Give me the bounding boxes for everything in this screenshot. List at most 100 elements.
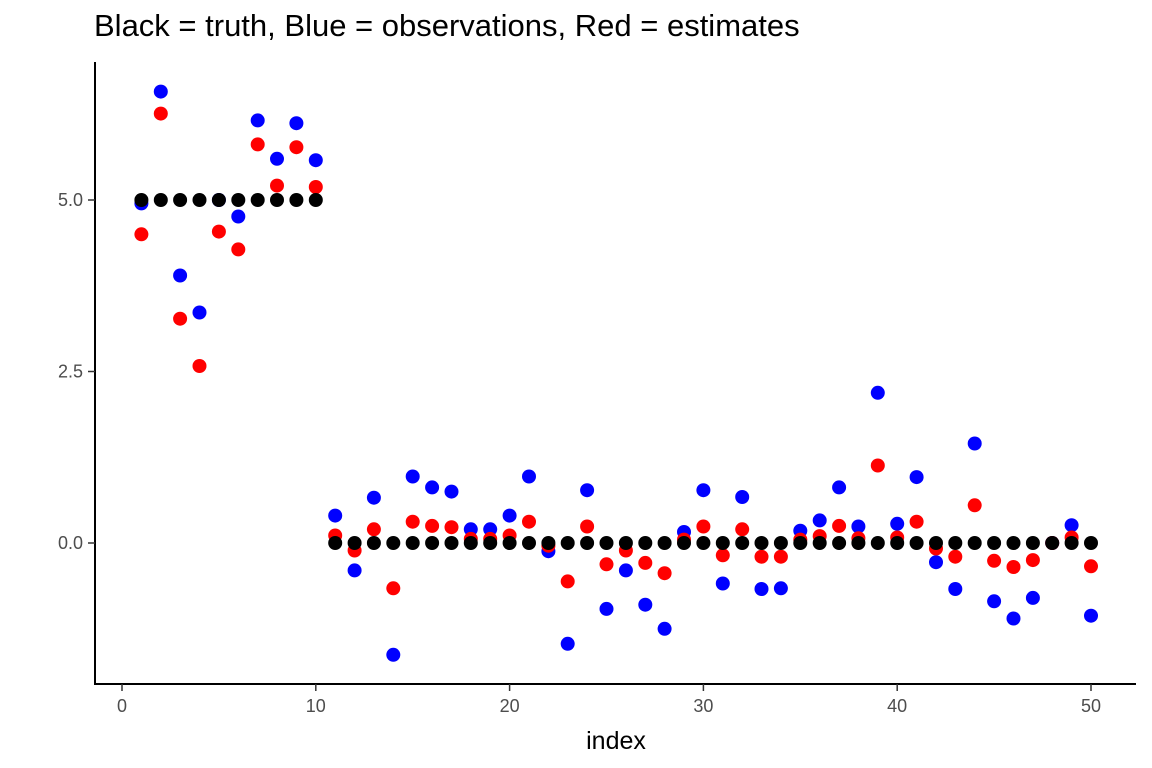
observation-point	[502, 508, 517, 523]
observation-point	[386, 647, 401, 662]
estimate-point	[948, 549, 963, 564]
estimate-point	[405, 514, 420, 529]
estimate-point	[832, 518, 847, 533]
observation-point	[405, 469, 420, 484]
truth-point	[812, 536, 827, 550]
observation-point	[173, 268, 188, 283]
observation-point	[270, 151, 284, 166]
observation-point	[444, 484, 459, 499]
estimate-point	[1006, 560, 1021, 574]
estimate-point	[153, 106, 168, 121]
y-tick-label: 0.0	[58, 533, 83, 553]
observation-point	[192, 305, 207, 320]
observation-point	[948, 582, 963, 596]
estimate-point	[444, 520, 459, 535]
truth-point	[599, 536, 614, 550]
observation-point	[483, 522, 498, 537]
truth-point	[250, 193, 265, 207]
truth-point	[425, 536, 440, 550]
truth-point	[870, 536, 885, 550]
observation-point	[580, 483, 595, 498]
x-ticks: 0 10 20 30 40 50	[117, 684, 1101, 716]
estimate-point	[967, 498, 982, 513]
truth-point	[560, 536, 575, 550]
estimate-point	[173, 311, 188, 326]
truth-point	[308, 193, 323, 207]
observation-series	[134, 84, 1098, 662]
estimate-point	[211, 224, 226, 239]
x-tick-label: 30	[693, 696, 713, 716]
y-ticks: 0.0 2.5 5.0	[58, 190, 95, 553]
x-tick-label: 0	[117, 696, 127, 716]
truth-point	[173, 193, 188, 207]
observation-point	[715, 576, 730, 591]
observation-point	[599, 601, 614, 616]
truth-point	[366, 536, 381, 550]
estimate-point	[270, 178, 284, 193]
truth-point	[386, 536, 401, 550]
truth-point	[153, 193, 168, 207]
truth-point	[987, 536, 1002, 550]
estimate-series	[134, 106, 1098, 596]
estimate-point	[522, 514, 536, 529]
truth-point	[1006, 536, 1021, 550]
truth-point	[851, 536, 866, 550]
estimate-point	[870, 458, 885, 473]
observation-point	[890, 516, 905, 531]
estimate-point	[192, 359, 207, 373]
observation-point	[328, 508, 343, 523]
estimate-point	[638, 555, 653, 570]
truth-point	[192, 193, 207, 207]
observation-point	[812, 513, 827, 528]
observation-point	[347, 563, 362, 578]
estimate-point	[386, 581, 401, 596]
estimate-point	[909, 514, 924, 529]
observation-point	[735, 490, 750, 504]
truth-point	[715, 536, 730, 550]
truth-point	[270, 193, 284, 207]
observation-point	[1006, 611, 1021, 626]
truth-point	[677, 536, 691, 550]
estimate-point	[696, 519, 711, 534]
estimate-point	[773, 549, 788, 564]
truth-point	[1025, 536, 1040, 550]
y-tick-label: 2.5	[58, 362, 83, 382]
estimate-point	[134, 227, 149, 242]
truth-point	[211, 193, 226, 207]
truth-point	[580, 536, 595, 550]
observation-point	[1064, 518, 1079, 533]
estimate-point	[560, 574, 575, 589]
truth-point	[1064, 536, 1079, 550]
x-tick-label: 50	[1081, 696, 1101, 716]
truth-point	[638, 536, 653, 550]
truth-point	[1084, 536, 1098, 550]
estimate-point	[987, 553, 1002, 568]
observation-point	[366, 490, 381, 505]
estimate-point	[754, 549, 769, 564]
y-tick-label: 5.0	[58, 190, 83, 210]
observation-point	[929, 555, 943, 570]
truth-point	[541, 536, 556, 550]
truth-point	[405, 536, 420, 550]
truth-series	[134, 193, 1098, 550]
chart-title: Black = truth, Blue = observations, Red …	[94, 8, 800, 43]
truth-point	[618, 536, 633, 550]
truth-point	[773, 536, 788, 550]
x-tick-label: 40	[887, 696, 907, 716]
estimate-point	[250, 137, 265, 152]
observation-point	[851, 519, 866, 534]
truth-point	[1045, 536, 1060, 550]
observation-point	[308, 153, 323, 168]
observation-point	[832, 480, 847, 495]
truth-point	[347, 536, 362, 550]
x-tick-label: 10	[306, 696, 326, 716]
truth-point	[890, 536, 905, 550]
truth-point	[909, 536, 924, 550]
truth-point	[735, 536, 750, 550]
estimate-point	[231, 242, 246, 257]
truth-point	[483, 536, 498, 550]
truth-point	[231, 193, 246, 207]
truth-point	[696, 536, 711, 550]
estimate-point	[1084, 559, 1098, 574]
